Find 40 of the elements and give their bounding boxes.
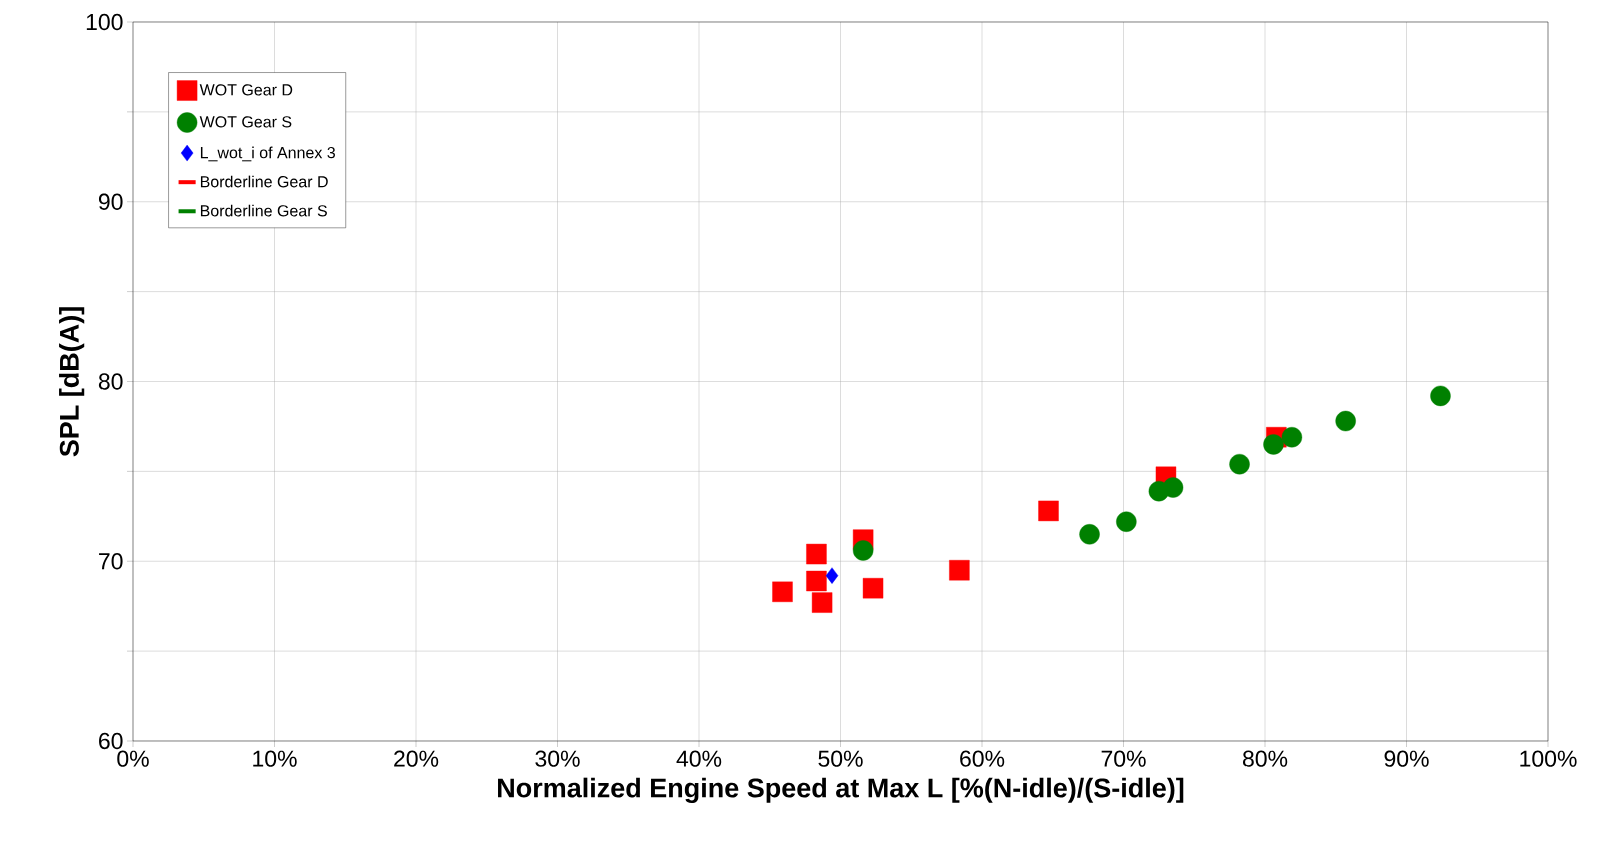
x-tick-label: 30% <box>535 750 580 767</box>
y-tick-label: 90 <box>98 193 123 210</box>
x-tick-label: 0% <box>117 750 149 767</box>
x-tick-label: 90% <box>1384 750 1429 767</box>
x-tick-label: 20% <box>394 750 439 767</box>
x-tick-label: 50% <box>818 750 863 767</box>
point <box>1079 524 1100 545</box>
point <box>811 592 833 613</box>
x-tick-label: 40% <box>676 750 722 767</box>
point <box>825 567 839 584</box>
point <box>1038 500 1059 522</box>
x-axis-title: Normalized Engine Speed at Max L [%(N-idle)/(S-idle)] <box>498 777 1184 803</box>
x-tick-label: 80% <box>1243 750 1288 767</box>
y-tick-label: 70 <box>99 553 123 570</box>
legend-label: WOT Gear D <box>199 84 293 96</box>
y-tick-label: 100 <box>86 13 123 31</box>
point <box>806 543 827 565</box>
point <box>1263 434 1284 455</box>
y-axis-title: SPL [dB(A)] <box>59 307 85 457</box>
y-tick-label: 80 <box>98 373 123 390</box>
legend-label: Borderline Gear S <box>200 204 327 217</box>
point <box>1430 385 1451 407</box>
point <box>1229 453 1250 475</box>
point <box>1162 477 1184 498</box>
x-tick-label: 60% <box>960 750 1005 767</box>
point <box>1281 427 1303 448</box>
x-tick-label: 70% <box>1101 750 1146 767</box>
y-tick-label: 60 <box>99 732 123 750</box>
legend-label: WOT Gear S <box>199 116 292 128</box>
x-tick-label: 10% <box>253 750 297 767</box>
legend-label: L_wot_i of Annex 3 <box>200 146 335 162</box>
point <box>806 570 827 592</box>
point <box>852 540 874 561</box>
x-tick-label: 100% <box>1520 750 1577 767</box>
point <box>772 581 793 603</box>
point <box>862 578 884 599</box>
point <box>1335 410 1356 432</box>
point <box>1116 511 1137 532</box>
legend-label: Borderline Gear D <box>200 175 328 188</box>
point <box>949 560 970 581</box>
